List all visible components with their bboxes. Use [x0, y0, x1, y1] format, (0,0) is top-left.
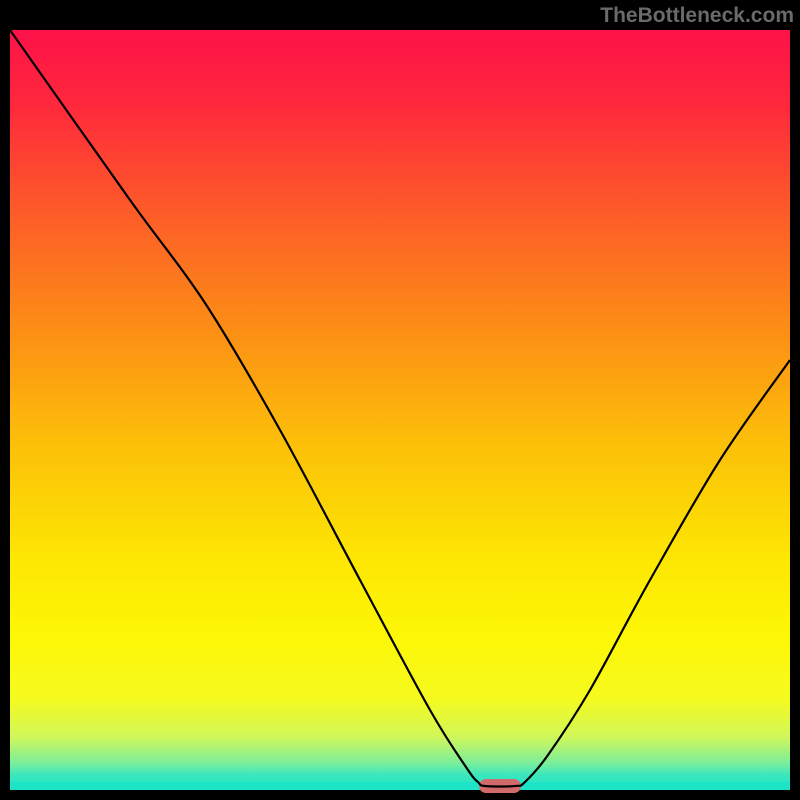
watermark-text: TheBottleneck.com — [600, 4, 794, 28]
baseline-band — [10, 782, 790, 790]
chart-svg — [0, 0, 800, 800]
plot-area — [10, 30, 790, 790]
bottleneck-chart: TheBottleneck.com — [0, 0, 800, 800]
